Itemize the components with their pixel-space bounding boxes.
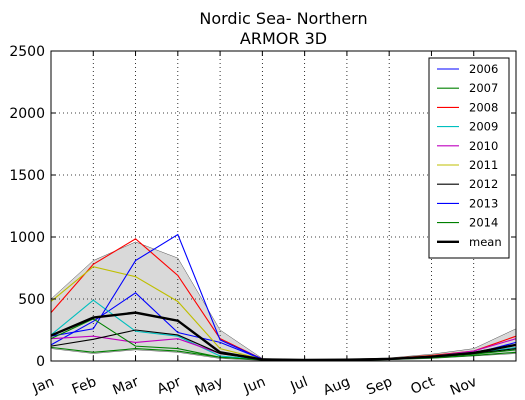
y-tick-label-2000: 2000 [9, 106, 45, 122]
x-tick-label-jan: Jan [30, 374, 57, 397]
legend: 2006 2007 2008 2009 2010 2011 2012 2013 2014 mean [428, 57, 510, 259]
legend-label-2011: 2011 [469, 158, 498, 172]
x-tick-label-may: May [193, 374, 226, 400]
x-tick-label-feb: Feb [70, 374, 99, 398]
plot-frame [50, 50, 517, 362]
series-line-mean [50, 311, 517, 362]
x-tick-label-apr: Apr [155, 374, 184, 398]
legend-label-2010: 2010 [469, 139, 498, 153]
y-tick-label-0: 0 [36, 354, 45, 370]
legend-label-2013: 2013 [469, 196, 498, 210]
grid-layer [51, 51, 516, 361]
x-tick-label-jul: Jul [288, 374, 311, 396]
x-tick-label-nov: Nov [448, 374, 479, 399]
legend-label-2008: 2008 [469, 100, 498, 114]
legend-box [428, 57, 510, 259]
legend-label-2014: 2014 [469, 216, 498, 230]
chart-title-line-1: Nordic Sea- Northern [199, 9, 367, 28]
legend-label-2009: 2009 [469, 120, 498, 134]
series-layer [50, 233, 517, 362]
y-tick-label-500: 500 [18, 292, 45, 308]
legend-label-2006: 2006 [469, 62, 498, 76]
x-tick-label-aug: Aug [321, 374, 352, 399]
x-tick-label-jun: Jun [241, 374, 268, 397]
y-tick-label-1500: 1500 [9, 168, 45, 184]
x-tick-label-oct: Oct [409, 374, 438, 398]
legend-label-2012: 2012 [469, 177, 498, 191]
legend-label-mean: mean [469, 235, 502, 249]
legend-label-2007: 2007 [469, 81, 498, 95]
min-max-band-layer [50, 241, 517, 361]
chart-title-line-2: ARMOR 3D [240, 29, 327, 48]
y-tick-label-1000: 1000 [9, 230, 45, 246]
min-max-band [50, 241, 517, 361]
x-tick-label-mar: Mar [111, 374, 142, 399]
x-tick-label-sep: Sep [364, 374, 395, 399]
y-tick-label-2500: 2500 [9, 44, 45, 60]
